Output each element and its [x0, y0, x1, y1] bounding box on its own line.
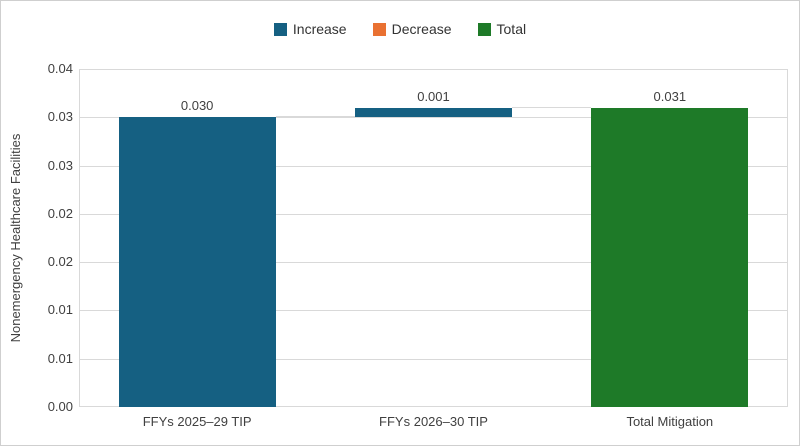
gridline: [80, 262, 787, 264]
y-tick-label: 0.02: [47, 254, 73, 270]
chart-legend: Increase Decrease Total: [1, 21, 799, 37]
connector-line: [275, 116, 355, 118]
y-tick-label: 0.02: [47, 205, 73, 221]
gridline: [80, 310, 787, 312]
bar-3: [591, 107, 749, 407]
bar-data-label: 0.031: [653, 88, 687, 104]
y-tick-label: 0.01: [47, 350, 73, 366]
legend-label-total: Total: [496, 21, 527, 37]
y-tick-label: 0.01: [47, 302, 73, 318]
legend-swatch-decrease-icon: [372, 22, 386, 36]
y-tick-label: 0.03: [47, 109, 73, 125]
bar-2: [355, 107, 512, 118]
gridline: [80, 358, 787, 360]
x-tick-label: Total Mitigation: [626, 414, 714, 429]
y-tick-label: 0.03: [47, 157, 73, 173]
bar-data-label: 0.001: [417, 88, 450, 104]
y-tick-label: 0.04: [47, 61, 73, 76]
legend-swatch-total-icon: [477, 22, 491, 36]
bar-data-label: 0.030: [180, 98, 214, 114]
legend-item-decrease: Decrease: [372, 21, 452, 37]
legend-swatch-increase-icon: [273, 22, 287, 36]
x-tick-label: FFYs 2025–29 TIP: [142, 414, 252, 429]
connector-line: [512, 106, 592, 108]
legend-label-decrease: Decrease: [391, 21, 452, 37]
gridline: [80, 213, 787, 215]
bar-1: [118, 117, 276, 407]
legend-item-increase: Increase: [273, 21, 347, 37]
y-tick-label: 0.00: [47, 399, 73, 414]
gridline: [80, 165, 787, 167]
x-tick-label: FFYs 2026–30 TIP: [379, 414, 488, 429]
legend-label-increase: Increase: [292, 21, 347, 37]
gridline: [80, 117, 787, 119]
legend-item-total: Total: [477, 21, 527, 37]
